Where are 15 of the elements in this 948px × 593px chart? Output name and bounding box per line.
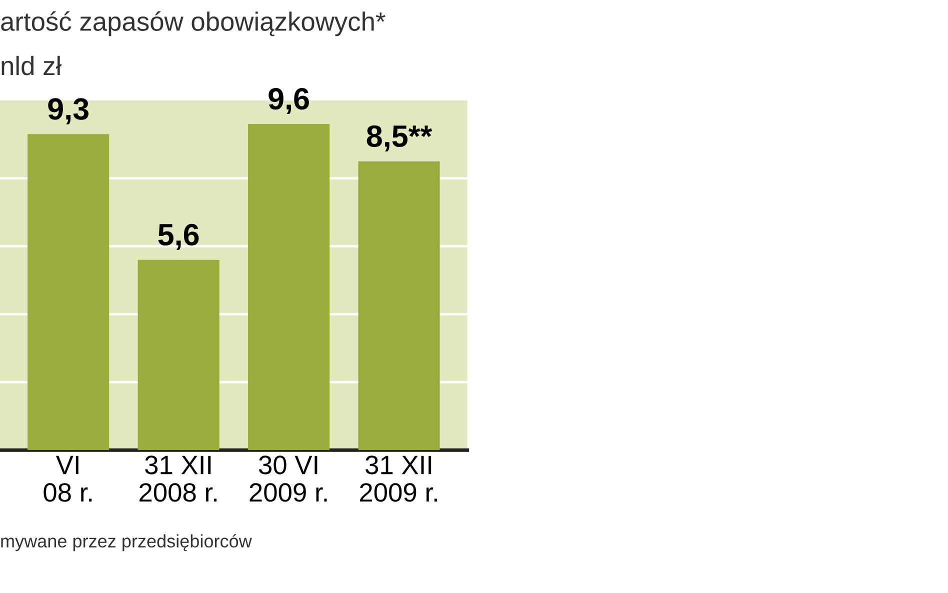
chart-subtitle: nld zł bbox=[2, 56, 62, 76]
bar bbox=[248, 124, 330, 450]
x-tick-label: VI 08 r. bbox=[44, 456, 92, 502]
text: mywane przez przedsiębiorców bbox=[1, 534, 252, 552]
x-tick-label: 31 XII 2008 r. bbox=[140, 456, 217, 502]
bar bbox=[358, 161, 440, 450]
chart-title: artość zapasów obowiązkowych* bbox=[1, 11, 386, 36]
bar bbox=[28, 134, 110, 450]
data-label: 8,5** bbox=[366, 125, 432, 152]
data-label: 5,6 bbox=[158, 224, 199, 250]
bar bbox=[138, 260, 220, 450]
data-label: 9,3 bbox=[48, 98, 88, 124]
x-tick-label: 31 XII 2009 r. bbox=[360, 456, 437, 502]
x-tick-label: 30 VI 2009 r. bbox=[250, 456, 327, 502]
data-label: 9,6 bbox=[268, 88, 309, 114]
